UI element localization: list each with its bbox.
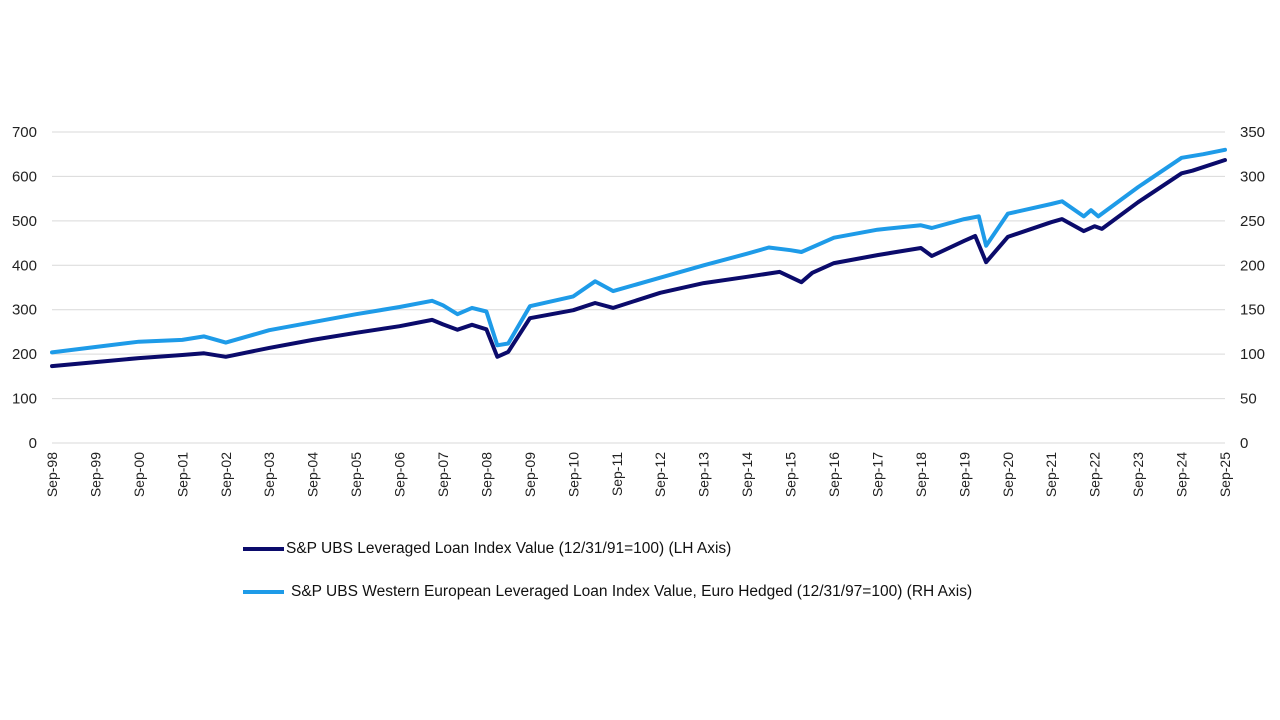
legend-swatch [243, 590, 284, 594]
legend-item-us-loan-index: S&P UBS Leveraged Loan Index Value (12/3… [243, 540, 731, 558]
x-tick-label: Sep-16 [826, 452, 842, 497]
y2-tick-label: 200 [1240, 257, 1265, 274]
y-tick-label: 700 [12, 124, 37, 141]
legend-swatch [243, 547, 284, 551]
x-tick-label: Sep-07 [435, 452, 451, 497]
x-tick-label: Sep-98 [44, 452, 60, 497]
x-tick-label: Sep-23 [1130, 452, 1146, 497]
series-line-1 [50, 147, 1227, 355]
x-tick-label: Sep-14 [739, 452, 755, 497]
y2-tick-label: 300 [1240, 168, 1265, 185]
x-tick-label: Sep-18 [913, 452, 929, 497]
x-tick-label: Sep-03 [261, 452, 277, 497]
x-tick-label: Sep-05 [348, 452, 364, 497]
x-tick-label: Sep-12 [652, 452, 668, 497]
y-tick-label: 400 [12, 257, 37, 274]
y2-tick-label: 0 [1240, 435, 1248, 452]
gridlines [52, 131, 1225, 444]
y-tick-label: 200 [12, 346, 37, 363]
left-y-axis: 0 100 200 300 400 500 600 700 [12, 124, 37, 452]
legend-item-european-loan-index: S&P UBS Western European Leveraged Loan … [243, 583, 972, 601]
y-tick-label: 500 [12, 213, 37, 230]
x-tick-label: Sep-01 [174, 452, 190, 497]
x-tick-label: Sep-13 [696, 452, 712, 497]
x-tick-label: Sep-04 [305, 452, 321, 497]
y2-tick-label: 150 [1240, 302, 1265, 319]
y-tick-label: 600 [12, 168, 37, 185]
y2-tick-label: 50 [1240, 391, 1257, 408]
x-tick-label: Sep-06 [392, 452, 408, 497]
legend-label: S&P UBS Leveraged Loan Index Value (12/3… [286, 540, 732, 557]
legend-label: S&P UBS Western European Leveraged Loan … [291, 583, 973, 600]
x-axis: Sep-98 Sep-99 Sep-00 Sep-01 Sep-02 Sep-03 Sep-… [44, 452, 1233, 497]
x-tick-label: Sep-17 [869, 452, 885, 497]
x-tick-label: Sep-24 [1174, 452, 1190, 497]
y-tick-label: 300 [12, 302, 37, 319]
y-tick-label: 0 [29, 435, 37, 452]
x-tick-label: Sep-10 [565, 452, 581, 497]
y2-tick-label: 250 [1240, 213, 1265, 230]
x-tick-label: Sep-02 [218, 452, 234, 497]
x-tick-label: Sep-99 [87, 452, 103, 497]
y2-tick-label: 100 [1240, 346, 1265, 363]
x-tick-label: Sep-09 [522, 452, 538, 497]
x-tick-label: Sep-25 [1217, 452, 1233, 497]
x-tick-label: Sep-15 [783, 452, 799, 497]
x-tick-label: Sep-21 [1043, 452, 1059, 497]
y-tick-label: 100 [12, 391, 37, 408]
right-y-axis: 0 50 100 150 200 250 300 350 [1240, 124, 1265, 452]
x-tick-label: Sep-20 [1000, 452, 1016, 497]
x-tick-label: Sep-22 [1087, 452, 1103, 497]
series-line-0 [50, 158, 1227, 369]
y2-tick-label: 350 [1240, 124, 1265, 141]
x-tick-label: Sep-11 [609, 452, 625, 496]
x-tick-label: Sep-00 [131, 452, 147, 497]
series-lines [50, 147, 1227, 369]
x-tick-label: Sep-08 [478, 452, 494, 497]
x-tick-label: Sep-19 [956, 452, 972, 497]
